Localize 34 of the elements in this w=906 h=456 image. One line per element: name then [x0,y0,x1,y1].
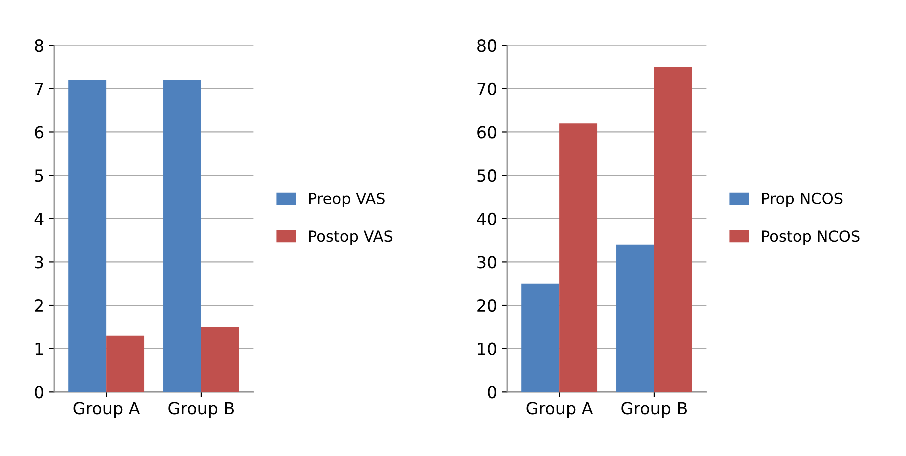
y-tick-label: 3 [35,256,44,269]
y-tick-label: 0 [35,386,44,399]
bar [68,80,107,392]
legend-label: Postop NCOS [762,230,860,246]
bar [616,244,654,392]
y-tick-label: 20 [478,299,497,312]
x-tick-label: Group B [168,402,234,418]
y-tick-label: 8 [35,40,44,52]
y-tick-label: 2 [35,299,43,312]
y-tick-label: 70 [478,82,497,96]
y-tick-label: 7 [35,83,44,96]
legend-label: Postop VAS [309,230,393,246]
y-tick-label: 50 [478,170,497,182]
x-tick-label: Group A [74,402,140,418]
bar [654,67,692,392]
y-tick-label: 1 [36,343,44,356]
x-tick-label: Group B [622,402,688,418]
y-tick-label: 5 [35,170,44,182]
bar [164,80,202,392]
x-tick-label: Group A [526,402,594,418]
y-tick-label: 30 [478,256,497,269]
bar [560,124,598,392]
legend-label: Prop NCOS [762,192,843,208]
y-tick-label: 60 [478,126,497,139]
bar [522,284,560,392]
y-tick-label: 4 [34,213,44,226]
y-tick-label: 10 [478,342,497,356]
bar [201,327,240,392]
y-tick-label: 0 [488,386,497,399]
legend-label: Preop VAS [309,192,385,208]
y-tick-label: 40 [477,212,497,226]
y-tick-label: 80 [478,40,497,52]
bar [106,336,145,392]
y-tick-label: 6 [35,126,44,139]
